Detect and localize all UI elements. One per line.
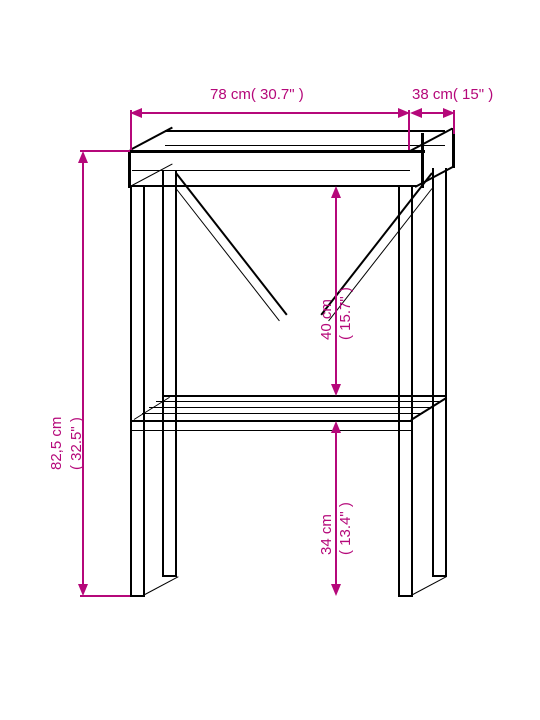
line [130, 185, 417, 187]
line [165, 145, 445, 146]
dim-upper-label-in: ( 15.7" ) [337, 287, 354, 340]
line [130, 150, 425, 153]
line [130, 420, 413, 422]
dim-width-arrow-l [130, 108, 142, 118]
line [162, 170, 164, 575]
dim-height-arrow-b [78, 584, 88, 596]
line [175, 170, 177, 575]
dim-width-arrow-r [398, 108, 410, 118]
line [128, 150, 131, 188]
dim-width-label: 78 cm( 30.7" ) [210, 86, 304, 103]
dim-depth-arrow-l [410, 108, 422, 118]
line [165, 130, 445, 132]
line [176, 188, 280, 321]
dim-depth-in: ( 15" ) [453, 86, 493, 103]
dim-lower-arrow-b [331, 584, 341, 596]
dim-lower-label-cm: 34 cm [318, 514, 335, 555]
diagram-stage: 78 cm( 30.7" ) 38 cm( 15" ) 82,5 cm ( 32… [0, 0, 540, 720]
line [411, 576, 447, 596]
dim-upper-arrow-t [331, 186, 341, 198]
line [445, 168, 447, 575]
dim-depth-arrow-r [443, 108, 455, 118]
line [132, 170, 410, 171]
dim-upper-arrow-b [331, 384, 341, 396]
dim-height-label-cm: 82,5 cm [48, 417, 65, 470]
line [142, 413, 423, 414]
dim-width-cm: 78 cm [210, 86, 251, 103]
dim-upper-label-cm: 40 cm [318, 299, 335, 340]
line [432, 168, 434, 575]
dim-width-in: ( 30.7" ) [251, 86, 304, 103]
dim-lower-label-in: ( 13.4" ) [337, 502, 354, 555]
line [156, 401, 439, 402]
line [398, 186, 400, 595]
line [130, 164, 173, 187]
line [130, 127, 173, 151]
line [130, 430, 413, 431]
dim-depth-label: 38 cm( 15" ) [412, 86, 493, 103]
dim-height-line [82, 157, 84, 589]
line [175, 172, 287, 315]
dim-height-arrow-t [78, 151, 88, 163]
dim-height-label-in: ( 32.5" ) [68, 417, 85, 470]
line [411, 186, 413, 595]
dim-lower-arrow-t [331, 421, 341, 433]
line [143, 186, 145, 595]
line [162, 395, 446, 397]
dim-depth-cm: 38 cm [412, 86, 453, 103]
line [149, 407, 431, 408]
line [143, 576, 179, 596]
dim-width-line [136, 112, 404, 114]
line [130, 186, 132, 595]
line [452, 128, 455, 168]
